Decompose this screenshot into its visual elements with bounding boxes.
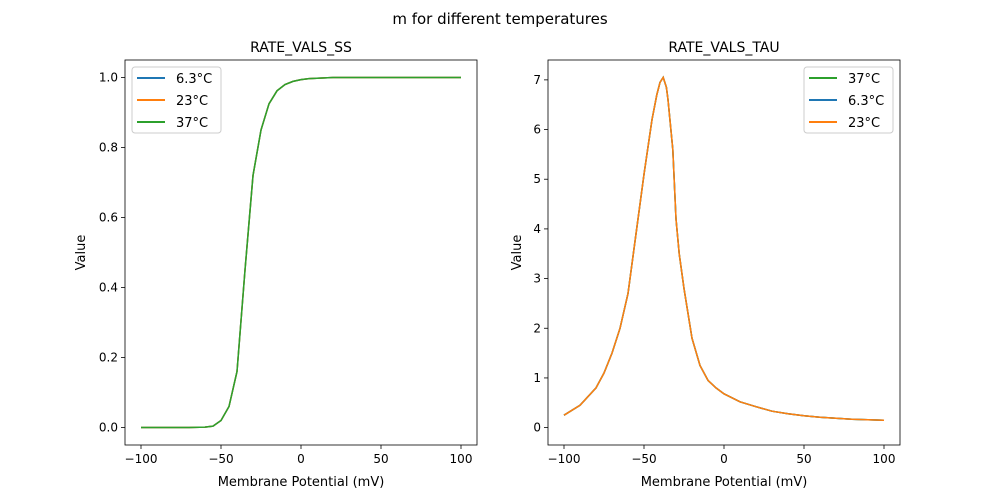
y-tick-label: 7 [533,73,541,87]
legend-label: 37°C [848,72,880,87]
y-tick-label: 1 [533,371,541,385]
x-tick-label: 50 [373,452,388,466]
legend-box [131,66,222,134]
y-axis-label: Value [74,235,89,271]
legend: 37°C 6.3°C 23°C [803,66,894,134]
legend-label: 6.3°C [176,72,212,87]
series-line-37°C [141,76,461,429]
legend-label: 37°C [176,116,208,131]
y-tick-label: 0.6 [99,211,118,225]
y-tick-label: 0.4 [99,281,118,295]
y-tick-label: 0.8 [99,141,118,155]
subplot-title: RATE_VALS_TAU [668,40,779,56]
legend-label: 23°C [848,116,880,131]
x-tick-label: 100 [873,452,896,466]
x-axis-label: Membrane Potential (mV) [218,475,385,490]
legend: 6.3°C 23°C 37°C [131,66,222,134]
series-line-23°C [563,75,885,421]
y-tick-label: 2 [533,321,541,335]
x-axis-label: Membrane Potential (mV) [641,475,808,490]
x-tick-label: 100 [450,452,473,466]
x-tick-label: 50 [796,452,811,466]
x-tick-label: −100 [548,452,581,466]
legend-label: 23°C [176,94,208,109]
subplot-title: RATE_VALS_SS [250,40,352,56]
x-tick-label: −50 [208,452,233,466]
x-tick-label: 0 [720,452,728,466]
subplot-2: RATE_VALS_TAU −100 −50 0 50 100 0 1 2 3 4 5 6 7 Membra… [510,40,901,490]
y-tick-label: 5 [533,172,541,186]
y-tick-label: 4 [533,222,541,236]
y-tick-label: 0 [533,421,541,435]
subplot-1: RATE_VALS_SS −100 −50 0 50 100 0.0 0.2 0.4 0.6 0.8… [74,40,478,490]
x-tick-label: −50 [631,452,656,466]
y-tick-label: 6 [533,123,541,137]
y-tick-label: 0.2 [99,351,118,365]
figure-title: m for different temperatures [392,10,608,28]
legend-label: 6.3°C [848,94,884,109]
x-tick-label: 0 [297,452,305,466]
legend-box [803,66,894,134]
y-tick-label: 0.0 [99,421,118,435]
x-tick-label: −100 [125,452,158,466]
y-tick-label: 3 [533,272,541,286]
y-tick-label: 1.0 [99,71,118,85]
y-axis-label: Value [510,235,525,271]
